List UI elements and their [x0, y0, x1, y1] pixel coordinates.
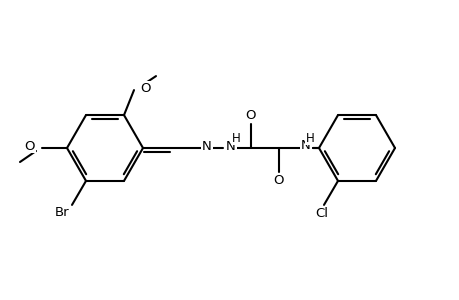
- Text: O: O: [140, 82, 151, 94]
- Text: O: O: [245, 109, 256, 122]
- Text: N: N: [226, 140, 235, 152]
- Text: O: O: [273, 175, 284, 188]
- Text: N: N: [301, 139, 310, 152]
- Text: Cl: Cl: [315, 207, 328, 220]
- Text: H: H: [305, 131, 313, 145]
- Text: H: H: [231, 131, 240, 145]
- Text: N: N: [202, 140, 212, 152]
- Text: Br: Br: [55, 206, 69, 219]
- Text: O: O: [25, 140, 35, 152]
